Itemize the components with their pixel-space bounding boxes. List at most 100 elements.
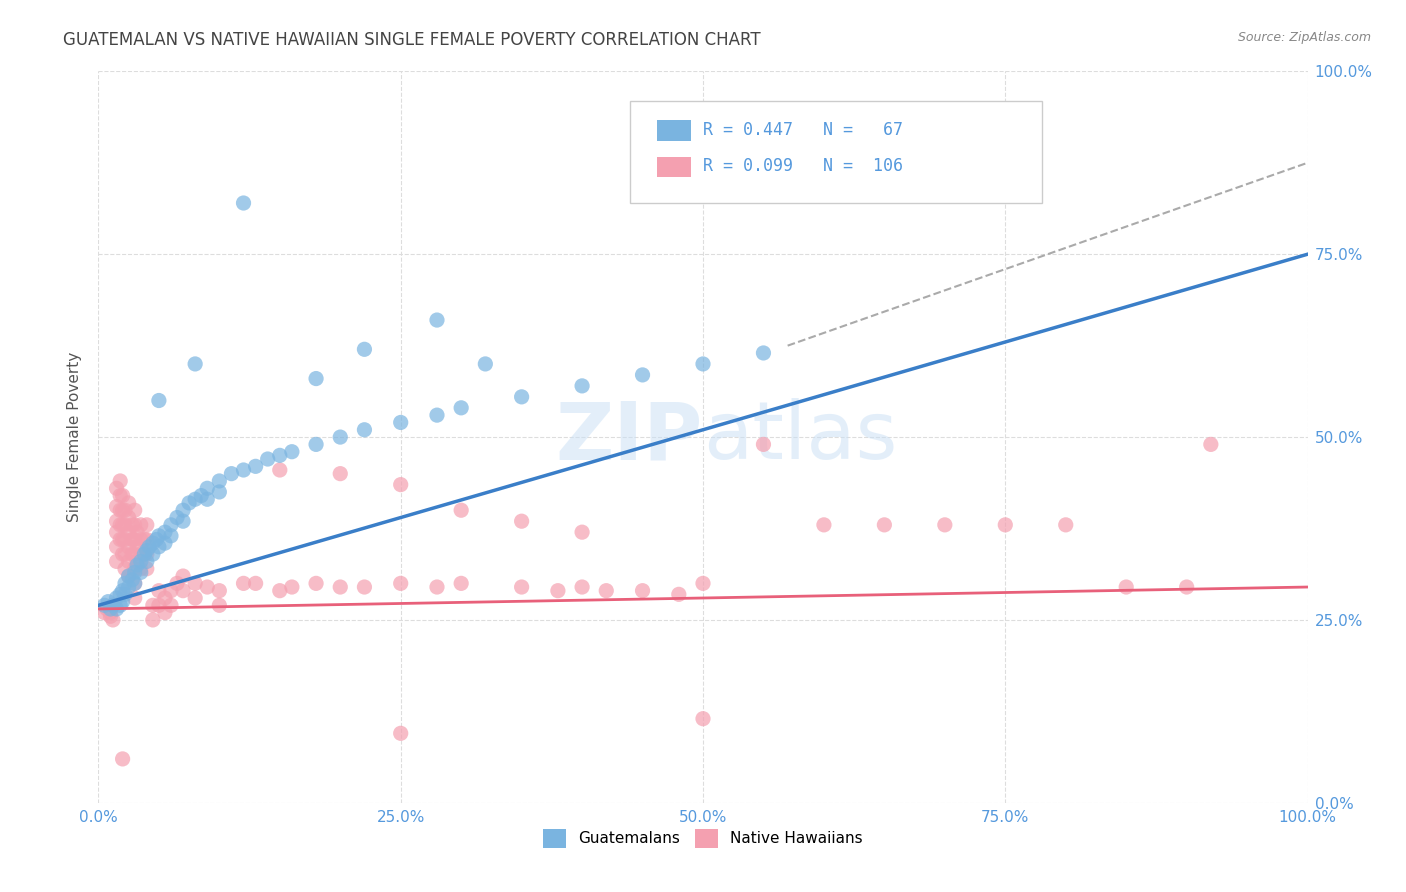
Point (111, 533, 134, 547)
Point (190, 489, 212, 503)
Point (121, 547, 143, 561)
Point (142, 547, 165, 561)
Point (389, 416, 412, 430)
Point (135, 554, 157, 568)
Point (1199, 437, 1222, 451)
Point (111, 547, 134, 561)
Point (135, 547, 157, 561)
Point (305, 371, 328, 385)
Point (510, 514, 533, 528)
Point (172, 503, 194, 517)
Text: R = 0.099   N =  106: R = 0.099 N = 106 (703, 158, 903, 176)
Point (114, 547, 136, 561)
Point (389, 477, 412, 491)
Point (160, 599, 183, 613)
Point (195, 492, 218, 507)
Point (129, 517, 152, 532)
Point (124, 562, 146, 576)
Point (1175, 580, 1198, 594)
Point (101, 599, 124, 613)
Point (118, 569, 141, 583)
Point (571, 379, 593, 393)
Point (93, 606, 115, 620)
Point (1054, 517, 1077, 532)
Point (100, 606, 122, 620)
Point (134, 533, 156, 547)
Point (105, 514, 128, 528)
Point (631, 368, 654, 382)
Point (450, 576, 472, 591)
Point (105, 554, 128, 568)
Point (108, 587, 131, 601)
Point (105, 540, 128, 554)
Point (118, 580, 141, 594)
Point (353, 343, 375, 357)
Point (269, 463, 291, 477)
Point (129, 533, 152, 547)
Point (124, 547, 146, 561)
Point (389, 576, 412, 591)
Point (124, 533, 146, 547)
Point (631, 583, 654, 598)
Point (426, 408, 449, 422)
Point (118, 525, 141, 540)
Text: atlas: atlas (703, 398, 897, 476)
Point (426, 580, 449, 594)
Point (269, 448, 291, 462)
Point (118, 554, 141, 568)
Point (105, 591, 128, 605)
Point (208, 474, 231, 488)
Point (305, 437, 328, 451)
Point (873, 517, 896, 532)
Point (208, 485, 231, 500)
Point (166, 576, 188, 591)
Point (93, 599, 115, 613)
Point (148, 540, 170, 554)
Point (994, 517, 1017, 532)
Point (813, 517, 835, 532)
Text: GUATEMALAN VS NATIVE HAWAIIAN SINGLE FEMALE POVERTY CORRELATION CHART: GUATEMALAN VS NATIVE HAWAIIAN SINGLE FEM… (63, 31, 761, 49)
Point (124, 576, 146, 591)
Point (105, 525, 128, 540)
Point (426, 313, 449, 327)
Point (127, 558, 149, 573)
Point (208, 583, 231, 598)
Point (101, 613, 124, 627)
Point (668, 587, 690, 601)
Point (510, 580, 533, 594)
Point (329, 430, 352, 444)
Point (121, 573, 143, 587)
Point (269, 583, 291, 598)
Point (474, 357, 496, 371)
Point (97, 594, 120, 608)
Point (111, 594, 134, 608)
Point (571, 525, 593, 540)
Point (179, 496, 201, 510)
Point (118, 569, 141, 583)
Point (221, 467, 243, 481)
Point (100, 602, 122, 616)
Point (148, 393, 170, 408)
Point (111, 489, 134, 503)
Point (129, 562, 152, 576)
Point (160, 583, 183, 598)
Point (172, 583, 194, 598)
Point (108, 474, 131, 488)
Point (108, 517, 131, 532)
Point (232, 196, 254, 211)
Point (108, 533, 131, 547)
Point (148, 599, 170, 613)
Point (134, 547, 156, 561)
Point (184, 576, 207, 591)
Point (127, 554, 149, 568)
Point (129, 566, 152, 580)
Point (118, 540, 141, 554)
Point (353, 423, 375, 437)
Point (124, 517, 146, 532)
Point (129, 554, 152, 568)
Point (172, 514, 194, 528)
Point (135, 562, 157, 576)
Point (96, 602, 118, 616)
Point (329, 467, 352, 481)
Point (184, 492, 207, 507)
